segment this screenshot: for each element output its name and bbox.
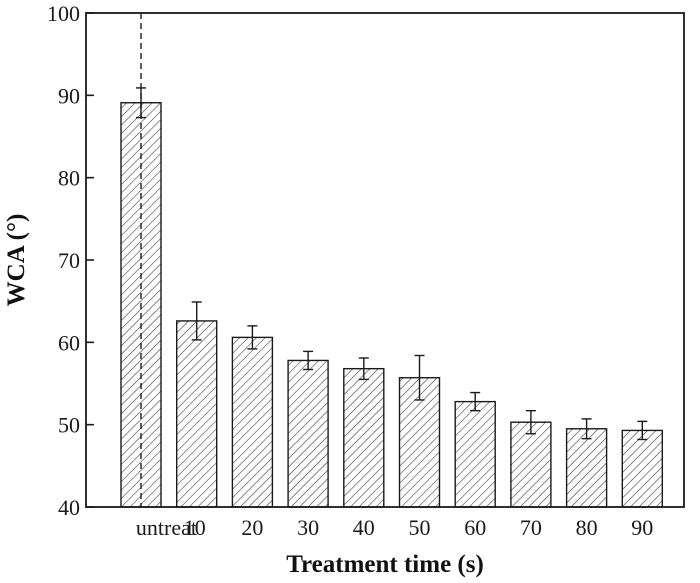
y-tick-label-40: 40 (58, 495, 80, 520)
error-bar-20 (247, 325, 258, 350)
error-bar-30 (303, 350, 314, 371)
error-bar-60 (470, 391, 481, 412)
error-bar-10 (191, 301, 202, 341)
x-tick-label-10: 10 (184, 515, 206, 540)
x-axis-title: Treatment time (s) (286, 551, 484, 578)
bar-90 (621, 429, 663, 508)
x-tick-label-30: 30 (297, 515, 319, 540)
bar-70 (510, 421, 552, 508)
y-tick-label-70: 70 (58, 248, 80, 273)
x-tick-label-40: 40 (353, 515, 375, 540)
x-tick-label-20: 20 (241, 515, 263, 540)
error-bar-80 (581, 418, 592, 440)
x-tick-label-90: 90 (631, 515, 653, 540)
error-bar-70 (525, 409, 536, 435)
bar-10 (175, 320, 218, 508)
y-axis-title: WCA (°) (3, 214, 30, 307)
bar-30 (287, 359, 329, 508)
x-tick-label-80: 80 (576, 515, 598, 540)
error-bar-90 (637, 420, 648, 441)
plot-area (120, 13, 663, 508)
bar-80 (565, 428, 608, 508)
x-tick-label-50: 50 (409, 515, 431, 540)
y-tick-label-100: 100 (47, 1, 80, 26)
bar-20 (231, 336, 274, 508)
bar-40 (343, 367, 385, 508)
y-tick-label-50: 50 (58, 413, 80, 438)
x-tick-label-60: 60 (464, 515, 486, 540)
y-tick-label-90: 90 (58, 83, 80, 108)
y-tick-label-80: 80 (58, 166, 80, 191)
bar-60 (454, 400, 496, 508)
error-bar-50 (414, 354, 425, 401)
error-bar-40 (358, 357, 369, 381)
x-tick-label-70: 70 (520, 515, 542, 540)
y-tick-label-60: 60 (58, 330, 80, 355)
x-tick-label-untreat: untreat (136, 515, 197, 540)
